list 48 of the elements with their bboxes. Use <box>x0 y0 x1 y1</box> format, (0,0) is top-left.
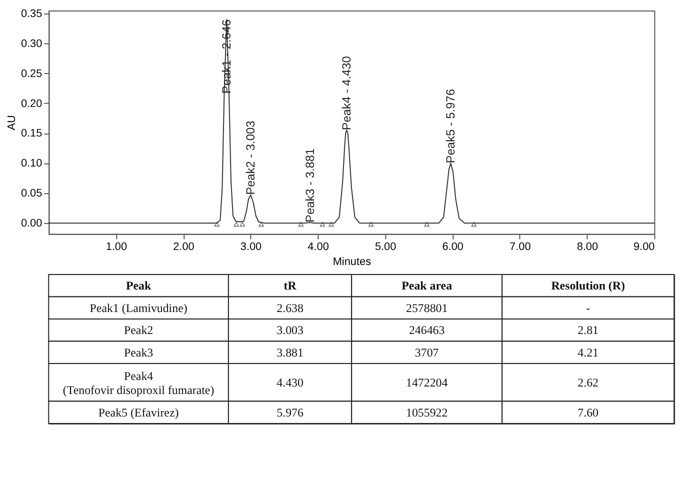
y-tick-label: 0.05 <box>20 188 42 200</box>
x-tick-label: 5.00 <box>374 241 396 254</box>
text: 2578801 <box>406 300 448 315</box>
text: 2.638 <box>276 300 304 315</box>
category-label: Resolution (R) <box>551 278 625 293</box>
text: Peak3 <box>124 345 154 360</box>
x-tick-label: 2.00 <box>173 241 194 254</box>
x-tick-label: 3.00 <box>240 241 262 254</box>
y-tick-label: 0.00 <box>20 218 42 230</box>
text: 3707 <box>414 345 439 360</box>
y-tick-label: 0.20 <box>20 98 42 110</box>
x-tick-label: 6.00 <box>442 241 464 254</box>
annotation: Peak3 - 3.881 <box>302 148 317 222</box>
category-label: Peak <box>126 278 152 293</box>
x-tick-label: 9.00 <box>633 241 655 254</box>
text: 5.976 <box>276 405 304 420</box>
text: - <box>586 300 590 315</box>
text: 3.003 <box>276 323 304 338</box>
text: Peak5 (Efavirez) <box>98 405 179 420</box>
text: 1472204 <box>406 375 448 390</box>
text: Peak2 <box>124 323 154 338</box>
x-tick-label: 8.00 <box>576 241 598 254</box>
annotation: Peak1 - 2.646 <box>220 19 234 94</box>
y-tick-label: 0.10 <box>20 158 42 170</box>
text: Peak1 (Lamivudine) <box>90 300 188 315</box>
annotation: Peak2 - 3.003 <box>244 120 258 195</box>
text: 7.60 <box>578 405 599 420</box>
text: Peak4 (Tenofovir disoproxil fumarate) <box>62 369 214 397</box>
y-tick-label: 0.35 <box>20 8 42 20</box>
text: 3.881 <box>276 345 304 360</box>
y-tick-label: 0.15 <box>20 128 42 140</box>
text: 246463 <box>408 323 445 338</box>
y-tick-label: 0.30 <box>20 38 42 50</box>
x-tick-label: 7.00 <box>510 241 531 254</box>
text: 1055922 <box>406 405 448 420</box>
y-tick-label: 0.25 <box>20 68 42 80</box>
x-tick-label: 1.00 <box>106 241 128 254</box>
text: 4.430 <box>276 375 304 390</box>
text: 2.62 <box>578 375 599 390</box>
annotation: Peak4 - 4.430 <box>340 56 354 130</box>
x-tick-label: 4.00 <box>308 241 329 254</box>
y-axis-title: AU <box>6 114 18 130</box>
text: 2.81 <box>578 323 599 338</box>
x-axis-title: Minutes <box>332 256 372 268</box>
category-label: Peak area <box>402 278 452 293</box>
category-label: tR <box>284 278 297 293</box>
annotation: Peak5 - 5.976 <box>444 88 458 164</box>
text: 4.21 <box>578 345 599 360</box>
